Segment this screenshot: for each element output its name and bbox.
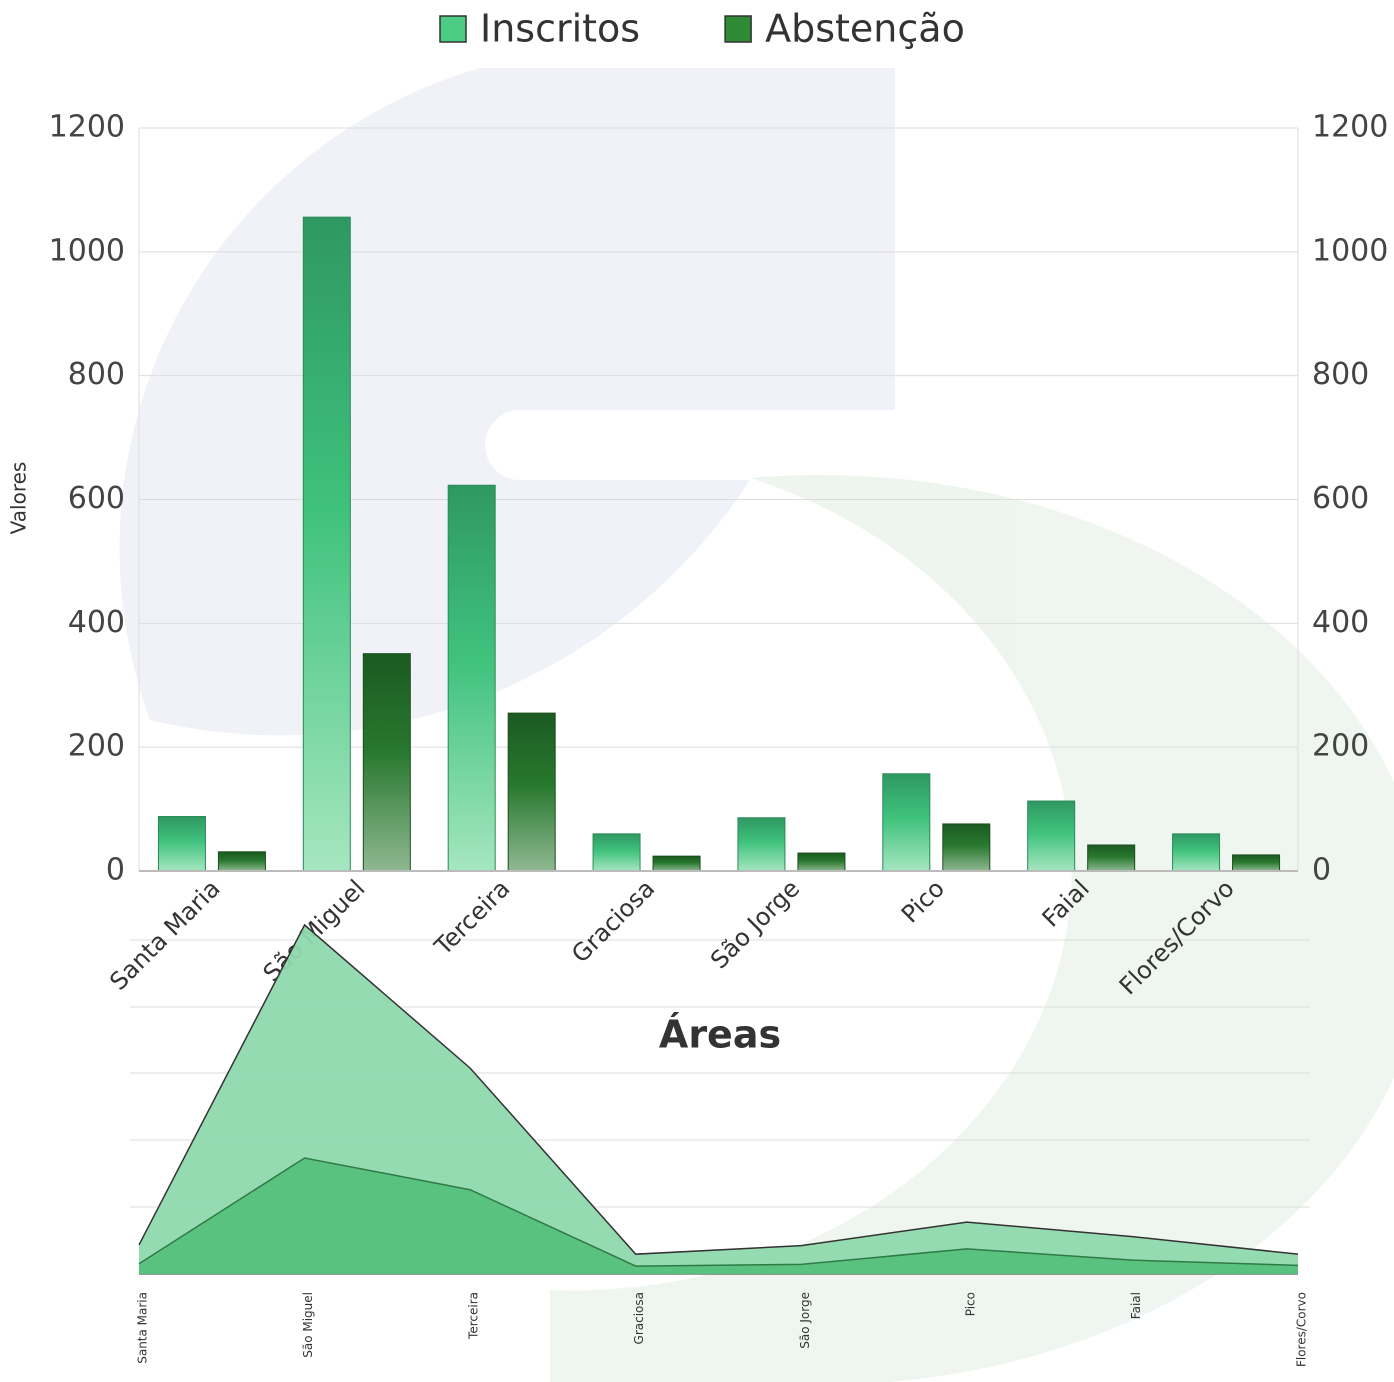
bar [797,852,846,872]
navigator-line [138,923,1299,1255]
legend-label: Inscritos [480,7,640,51]
navigator-x-label: Terceira [467,1292,481,1340]
y-tick-label: 1000 [49,233,125,268]
bar [592,833,641,872]
bar [652,855,701,872]
x-tick-label: Graciosa [566,874,660,968]
navigator-area [139,1157,1298,1274]
bar [362,653,411,872]
bar [1027,800,1076,872]
y2-tick-label: 400 [1312,605,1369,640]
legend-swatch [724,15,752,43]
navigator-x-label: São Miguel [301,1292,315,1358]
x-axis-label: Áreas [659,1013,781,1057]
navigator-x-label: Graciosa [632,1292,646,1344]
legend-swatch [439,15,467,43]
bar [942,823,991,872]
y2-tick-label: 1200 [1312,110,1388,145]
y-tick-label: 600 [68,481,125,516]
x-tick-label: Santa Maria [104,874,225,995]
bar [302,216,351,872]
y2-tick-label: 600 [1312,481,1369,516]
y-tick-label: 800 [68,357,125,392]
y2-tick-label: 200 [1312,729,1369,764]
y-tick-label: 1200 [49,110,125,145]
navigator-x-label: Pico [963,1292,977,1316]
navigator-x-label: São Jorge [798,1292,812,1349]
y-tick-label: 400 [68,605,125,640]
x-tick-label: São Jorge [705,874,805,974]
y-axis-label: Valores [7,462,31,535]
bar [507,712,556,872]
y2-tick-label: 1000 [1312,233,1388,268]
y-tick-label: 0 [106,853,125,888]
bar [1232,854,1281,872]
navigator-x-label: Faial [1129,1292,1143,1319]
bar [157,816,206,872]
x-tick-label: Terceira [428,874,515,961]
y-tick-label: 200 [68,729,125,764]
bar [447,484,496,872]
navigator-x-label: Flores/Corvo [1295,1292,1309,1367]
navigator-line [138,1157,1299,1267]
bar [1172,833,1221,872]
navigator-x-label: Santa Maria [136,1292,150,1364]
legend-label: Abstenção [765,7,965,51]
x-tick-label: Pico [896,874,950,928]
y2-tick-label: 0 [1312,853,1331,888]
bar [737,817,786,872]
bar [1087,844,1136,872]
bar [217,851,266,872]
y2-tick-label: 800 [1312,357,1369,392]
bar [882,773,931,872]
